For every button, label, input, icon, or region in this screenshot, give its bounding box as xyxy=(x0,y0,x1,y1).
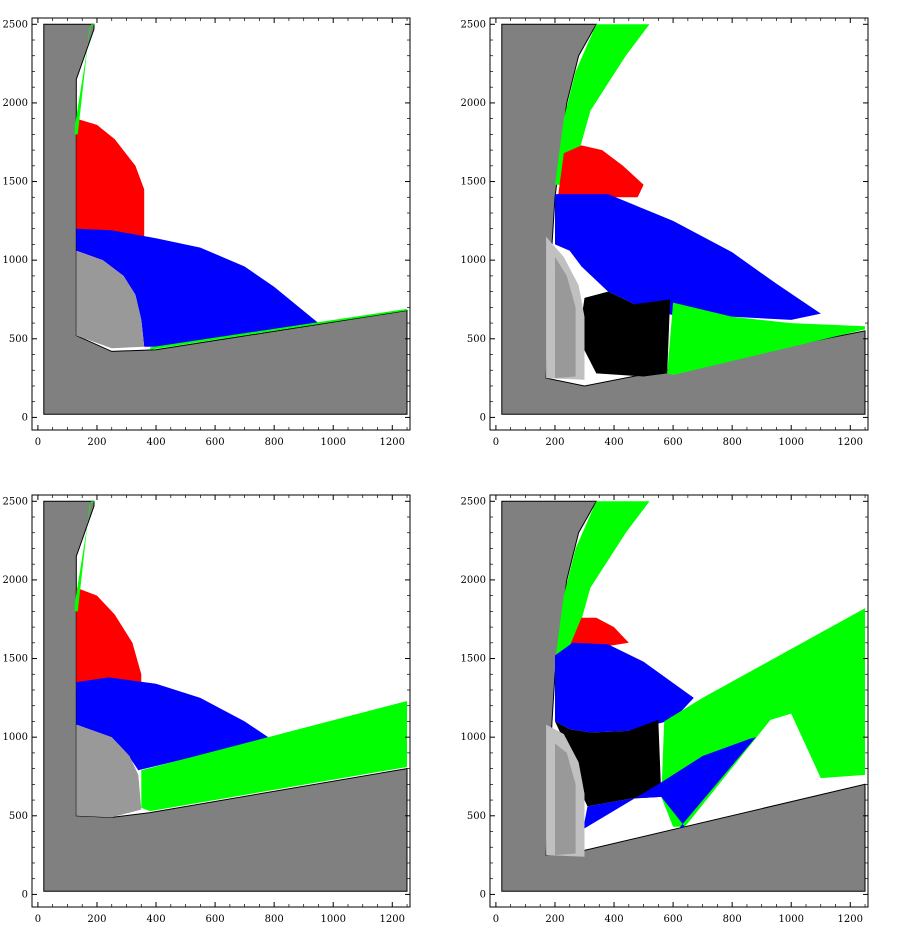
y-tick-label: 2000 xyxy=(461,575,486,586)
region-blue xyxy=(555,194,821,320)
x-tick-label: 1000 xyxy=(320,914,345,925)
y-tick-label: 2000 xyxy=(461,98,486,109)
plot-frame xyxy=(489,494,869,908)
y-tick-label: 1500 xyxy=(461,654,486,665)
x-tick-label: 1000 xyxy=(320,437,345,448)
region-blue xyxy=(76,677,269,771)
x-tick-label: 800 xyxy=(723,914,742,925)
x-tick-label: 1000 xyxy=(778,437,803,448)
x-tick-label: 400 xyxy=(604,914,623,925)
region-blue-upper xyxy=(555,642,694,733)
x-tick-label: 200 xyxy=(87,437,106,448)
x-tick-label: 200 xyxy=(545,914,564,925)
x-tick-label: 600 xyxy=(664,437,683,448)
regions xyxy=(501,23,866,415)
y-tick-label: 2500 xyxy=(461,19,486,30)
region-black xyxy=(578,291,671,377)
region-mid-gray xyxy=(555,743,576,856)
y-tick-label: 500 xyxy=(9,811,28,822)
x-tick-label: 400 xyxy=(146,914,165,925)
region-green-wall xyxy=(74,501,96,612)
regions xyxy=(43,23,408,415)
x-tick-label: 1200 xyxy=(838,437,863,448)
x-tick-label: 200 xyxy=(87,914,106,925)
x-tick-label: 1200 xyxy=(380,437,405,448)
y-tick-label: 0 xyxy=(480,889,486,900)
x-tick-label: 800 xyxy=(265,437,284,448)
region-light-gray xyxy=(76,250,145,349)
region-blue xyxy=(76,228,319,347)
region-red xyxy=(76,118,145,237)
region-blue-lower xyxy=(584,737,756,829)
y-tick-label: 0 xyxy=(22,889,28,900)
y-tick-label: 1500 xyxy=(3,654,28,665)
plot-frame xyxy=(31,17,411,431)
region-red xyxy=(557,145,644,198)
y-tick-label: 1000 xyxy=(3,732,28,743)
plot-frame xyxy=(31,494,411,908)
x-tick-label: 1000 xyxy=(778,914,803,925)
y-tick-label: 0 xyxy=(480,412,486,423)
y-tick-label: 0 xyxy=(22,412,28,423)
region-red xyxy=(569,617,629,646)
x-tick-label: 1200 xyxy=(838,914,863,925)
y-tick-label: 1000 xyxy=(3,255,28,266)
x-tick-label: 600 xyxy=(206,914,225,925)
x-tick-label: 600 xyxy=(664,914,683,925)
plot-frame xyxy=(489,17,869,431)
y-tick-label: 1500 xyxy=(461,177,486,188)
x-tick-label: 800 xyxy=(265,914,284,925)
region-green-seam xyxy=(150,308,407,350)
y-tick-label: 2000 xyxy=(3,575,28,586)
y-tick-label: 2500 xyxy=(3,19,28,30)
regions xyxy=(43,500,408,892)
region-green-lower xyxy=(667,302,865,375)
y-tick-label: 1000 xyxy=(461,732,486,743)
chart-panel-1: 0 200 400 600 800 1000 1200 0 500 1000 1500 2000 250… xyxy=(3,17,411,448)
region-mid-gray xyxy=(555,257,576,379)
x-tick-label: 0 xyxy=(493,914,499,925)
y-tick-label: 2000 xyxy=(3,98,28,109)
x-tick-label: 0 xyxy=(35,914,41,925)
x-tick-label: 400 xyxy=(146,437,165,448)
x-tick-label: 1200 xyxy=(380,914,405,925)
y-tick-label: 2500 xyxy=(461,496,486,507)
region-light-gray xyxy=(76,724,142,818)
x-tick-label: 400 xyxy=(604,437,623,448)
x-tick-label: 800 xyxy=(723,437,742,448)
region-green-band xyxy=(141,701,408,812)
chart-panel-3: 0 200 400 600 800 1000 1200 0 500 1000 1500 2000 250… xyxy=(3,494,411,925)
x-tick-label: 0 xyxy=(35,437,41,448)
y-tick-label: 1500 xyxy=(3,177,28,188)
region-red xyxy=(76,587,142,690)
y-tick-label: 2500 xyxy=(3,496,28,507)
chart-panel-2: 0 200 400 600 800 1000 1200 0 500 1000 1500 2000 250… xyxy=(461,17,869,448)
region-green-band-top xyxy=(555,501,650,662)
x-tick-label: 0 xyxy=(493,437,499,448)
y-tick-label: 1000 xyxy=(461,255,486,266)
chart-panel-4: 0 200 400 600 800 1000 1200 0 500 1000 1500 2000 250… xyxy=(461,494,869,925)
region-green-band-top xyxy=(555,24,650,185)
y-tick-label: 500 xyxy=(467,334,486,345)
x-tick-label: 600 xyxy=(206,437,225,448)
regions xyxy=(501,500,866,892)
y-tick-label: 500 xyxy=(467,811,486,822)
y-tick-label: 500 xyxy=(9,334,28,345)
x-tick-label: 200 xyxy=(545,437,564,448)
region-green-wall xyxy=(74,24,96,135)
